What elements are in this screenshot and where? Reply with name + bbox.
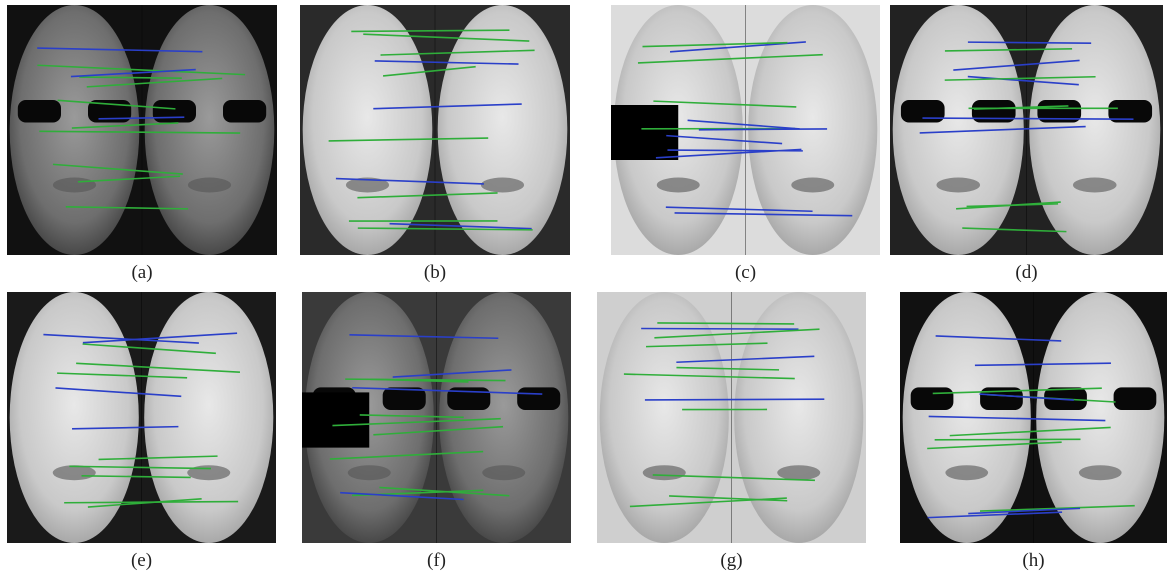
sunglasses	[1114, 387, 1157, 410]
panel-label: (c)	[735, 262, 756, 283]
match-line	[935, 439, 1081, 440]
panel-label: (e)	[131, 550, 152, 571]
mouth	[53, 178, 96, 193]
face	[303, 5, 433, 255]
panel	[890, 5, 1163, 255]
mouth	[643, 465, 686, 480]
panel	[597, 292, 866, 543]
mouth	[187, 465, 230, 480]
mouth	[1073, 178, 1117, 193]
panel-label: (d)	[1015, 262, 1037, 283]
panel-label: (f)	[427, 550, 446, 571]
match-line	[922, 118, 1133, 119]
face	[145, 5, 275, 255]
face	[438, 5, 568, 255]
panel	[300, 5, 570, 255]
sunglasses	[18, 100, 61, 123]
face	[10, 5, 140, 255]
match-line	[641, 329, 798, 330]
figure: (a) (b) (c) (d) (e) (f) (g) (h)	[0, 0, 1168, 579]
mouth	[777, 465, 820, 480]
mouth	[945, 465, 988, 480]
panel	[302, 292, 571, 543]
sunglasses	[153, 100, 196, 123]
panel	[611, 5, 880, 255]
sunglasses	[901, 100, 945, 123]
mouth	[1079, 465, 1122, 480]
match-line	[968, 42, 1091, 43]
sunglasses	[911, 387, 954, 410]
mouth	[53, 465, 96, 480]
mouth	[481, 178, 524, 193]
sunglasses	[517, 387, 560, 410]
sunglasses	[223, 100, 266, 123]
mouth	[188, 178, 231, 193]
match-line	[645, 399, 824, 400]
mouth	[657, 178, 700, 193]
panel-label: (b)	[424, 262, 446, 283]
panel-label: (h)	[1022, 550, 1044, 571]
match-line	[657, 323, 794, 324]
face	[144, 292, 273, 543]
panel-label: (a)	[131, 262, 152, 283]
mask-block	[302, 392, 369, 447]
panel	[7, 292, 276, 543]
match-line	[699, 129, 827, 130]
mouth	[348, 465, 391, 480]
mouth	[791, 178, 834, 193]
mask-block	[611, 105, 678, 160]
mouth	[936, 178, 980, 193]
sunglasses	[383, 387, 426, 410]
mouth	[482, 465, 525, 480]
panel	[7, 5, 277, 255]
panel	[900, 292, 1167, 543]
panel-label: (g)	[720, 550, 742, 571]
face	[1036, 292, 1164, 543]
match-line	[667, 150, 802, 151]
